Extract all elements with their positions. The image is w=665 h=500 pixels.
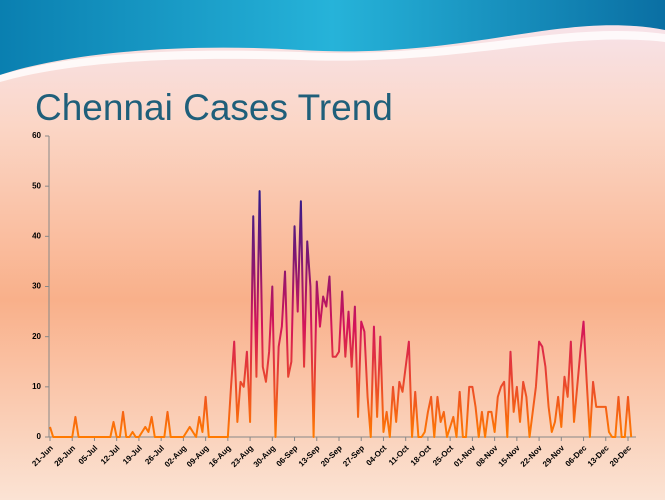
y-tick-label: 50 [32, 181, 41, 190]
y-tick-label: 0 [37, 432, 42, 441]
y-tick-label: 40 [32, 231, 41, 240]
y-tick-label: 20 [32, 332, 41, 341]
y-tick-label: 30 [32, 282, 41, 291]
y-tick-label: 60 [32, 131, 41, 140]
header-wave [0, 0, 665, 75]
header-wave-highlight [0, 31, 665, 82]
line [49, 190, 633, 438]
chart-title: Chennai Cases Trend [35, 87, 393, 128]
y-tick-label: 10 [32, 382, 41, 391]
